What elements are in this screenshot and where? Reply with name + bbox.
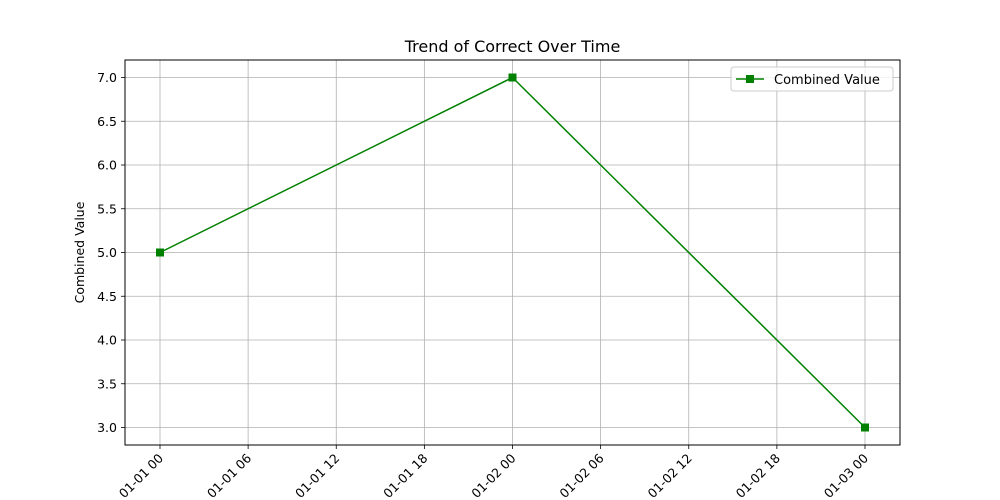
y-tick-label: 4.5	[97, 289, 117, 304]
x-tick-label: 01-01 06	[204, 450, 254, 500]
legend-marker-square	[746, 75, 754, 83]
x-tick-label: 01-01 18	[380, 450, 430, 500]
y-tick-label: 6.5	[97, 114, 117, 129]
legend: Combined Value	[730, 66, 894, 92]
x-tick-label: 01-02 18	[733, 450, 783, 500]
data-point-marker	[508, 73, 517, 82]
legend-entry-combined-value: Combined Value	[774, 73, 880, 88]
data-point-marker	[861, 423, 869, 432]
y-tick-label: 4.0	[97, 333, 117, 348]
x-axis-ticks: 01-01 00 01-01 06 01-01 12 01-01 18 01-02 00…	[116, 445, 871, 500]
y-axis-label: Combined Value	[72, 201, 87, 303]
x-tick-label: 01-01 12	[292, 451, 342, 500]
x-tick-label: 01-02 00	[468, 450, 518, 500]
x-tick-label: 01-02 12	[645, 451, 695, 500]
y-tick-label: 5.5	[97, 201, 117, 216]
y-tick-label: 3.5	[97, 376, 117, 391]
y-tick-label: 7.0	[97, 70, 117, 85]
y-tick-label: 3.0	[97, 420, 117, 435]
x-tick-label: 01-03 00	[821, 450, 871, 500]
x-tick-label: 01-02 06	[556, 450, 606, 500]
y-tick-label: 5.0	[97, 245, 117, 260]
data-point-marker	[156, 248, 164, 257]
legend-box	[730, 66, 894, 92]
x-tick-label: 01-01 00	[116, 450, 166, 500]
grid-lines	[125, 60, 900, 445]
chart-title: Trend of Correct Over Time	[404, 37, 621, 56]
y-axis-ticks: 3.0 3.5 4.0 4.5 5.0 5.5 6.0 6.5 7.0	[97, 70, 125, 435]
y-tick-label: 6.0	[97, 158, 117, 173]
series-layer	[156, 73, 869, 432]
